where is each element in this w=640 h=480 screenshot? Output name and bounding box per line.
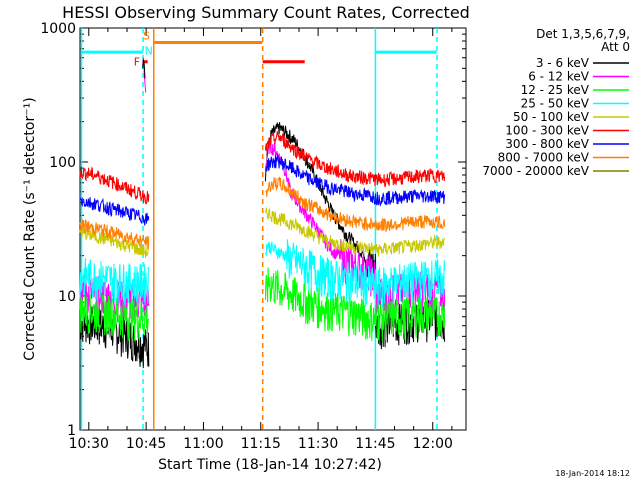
series-line (374, 234, 446, 257)
series-line (374, 214, 446, 232)
series-line (374, 168, 446, 188)
x-tick-label: 11:45 (355, 436, 395, 452)
legend-label: 6 - 12 keV (528, 70, 590, 84)
y-tick-label: 100 (49, 155, 76, 171)
flag-label: S (143, 29, 150, 42)
plot-area: 10:30 10:45 11:00 11:15 11:30 11:45 12:00 1 10 10… (40, 21, 467, 452)
series-line (79, 166, 150, 205)
legend-label: 3 - 6 keV (536, 56, 590, 70)
legend-label: 12 - 25 keV (521, 83, 590, 97)
x-tick-label: 11:30 (298, 436, 338, 452)
series-spike (142, 59, 146, 79)
series-line (79, 227, 149, 258)
y-tick-label: 10 (58, 289, 76, 305)
x-tick-label: 10:30 (69, 436, 109, 452)
y-axis-label: Corrected Count Rate (s⁻¹ detector⁻¹) (22, 97, 38, 360)
series-line (79, 257, 150, 306)
series-line (264, 131, 377, 186)
series-line (374, 258, 446, 308)
series-line (264, 267, 377, 341)
series-line (265, 176, 377, 231)
chart-title: HESSI Observing Summary Count Rates, Cor… (62, 3, 470, 22)
legend-label: 25 - 50 keV (521, 97, 590, 111)
series-line (264, 153, 377, 206)
x-tick-label: 11:00 (183, 436, 223, 452)
series-line (79, 293, 150, 342)
legend-header-line-2: Att 0 (601, 40, 630, 54)
flag-label: F (134, 56, 140, 69)
series-line (374, 188, 446, 207)
y-tick-label: 1 (67, 423, 76, 439)
series-line (264, 207, 377, 255)
legend-label: 300 - 800 keV (505, 137, 589, 151)
x-axis-label: Start Time (18-Jan-14 10:27:42) (158, 457, 382, 473)
legend-label: 100 - 300 keV (505, 124, 589, 138)
footer-timestamp: 18-Jan-2014 18:12 (555, 469, 630, 478)
x-tick-label: 10:45 (126, 436, 166, 452)
series-line (79, 196, 150, 226)
legend-label: 7000 - 20000 keV (482, 164, 589, 178)
x-tick-label: 12:00 (413, 436, 453, 452)
series-line (374, 295, 446, 342)
legend-label: 50 - 100 keV (513, 110, 590, 124)
series-line (79, 219, 150, 250)
legend-label: 800 - 7000 keV (498, 151, 590, 165)
x-tick-label: 11:15 (241, 436, 281, 452)
y-tick-label: 1000 (40, 21, 76, 37)
flag-label: N (145, 44, 153, 57)
plot-frame (79, 27, 467, 431)
series-line (264, 239, 377, 308)
legend-header-line-1: Det 1,3,5,6,7,9, (536, 27, 630, 41)
